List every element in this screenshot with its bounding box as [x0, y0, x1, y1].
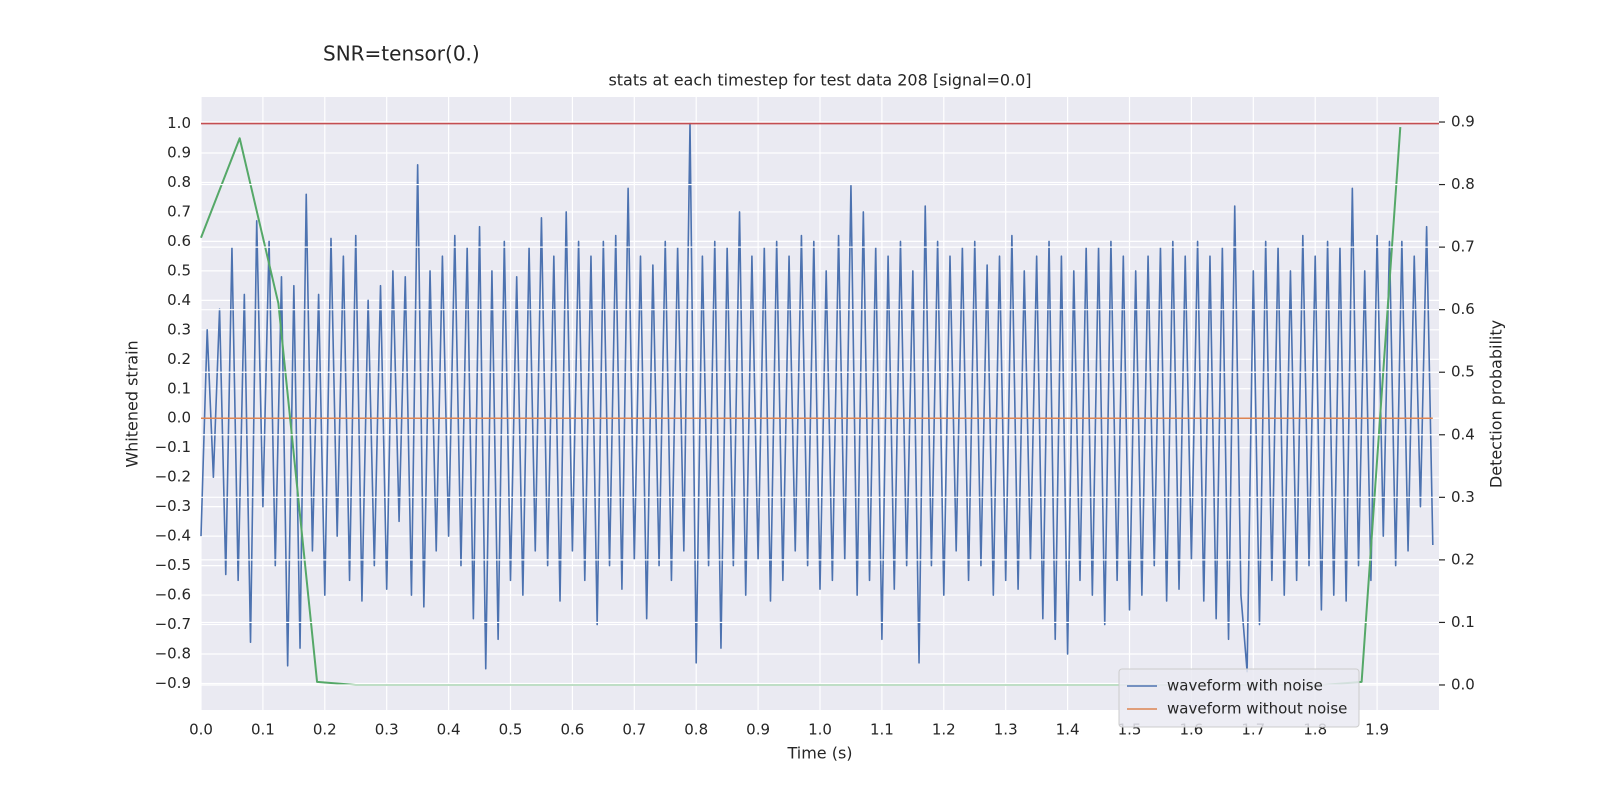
y-tick-label: −0.6 [155, 586, 191, 604]
y2-tick-label: 0.1 [1451, 613, 1475, 631]
y-tick-label: −0.3 [155, 497, 191, 515]
x-tick-label: 0.2 [313, 721, 337, 739]
x-tick-label: 0.1 [251, 721, 275, 739]
y-tick-label: −0.9 [155, 674, 191, 692]
x-tick-label: 1.1 [870, 721, 894, 739]
y2-tick-label: 0.0 [1451, 675, 1475, 693]
y2-tick-label: 0.9 [1451, 113, 1475, 131]
y-tick-label: 0.8 [167, 173, 191, 191]
y2-tick-label: 0.4 [1451, 425, 1475, 443]
y2-tick-label: 0.3 [1451, 488, 1475, 506]
y-tick-label: −0.5 [155, 556, 191, 574]
x-tick-label: 1.3 [994, 721, 1018, 739]
y2-tick-label: 0.6 [1451, 300, 1475, 318]
y2-tick-label: 0.2 [1451, 550, 1475, 568]
y-axis-label: Whitened strain [123, 340, 142, 467]
x-tick-label: 0.0 [189, 721, 213, 739]
y2-axis-label: Detection probability [1487, 320, 1506, 488]
y-tick-label: −0.1 [155, 438, 191, 456]
x-tick-label: 0.8 [684, 721, 708, 739]
y-tick-label: −0.8 [155, 645, 191, 663]
y-tick-label: 1.0 [167, 114, 191, 132]
chart-title: stats at each timestep for test data 208… [608, 71, 1031, 90]
x-axis-label: Time (s) [786, 744, 852, 763]
y-tick-label: 0.7 [167, 202, 191, 220]
y-tick-label: 0.3 [167, 320, 191, 338]
x-tick-label: 0.9 [746, 721, 770, 739]
y-tick-label: 0.1 [167, 379, 191, 397]
suptitle: SNR=tensor(0.) [323, 42, 480, 66]
x-tick-label: 0.5 [499, 721, 523, 739]
y-tick-label: 0.0 [167, 409, 191, 427]
legend-label: waveform with noise [1167, 677, 1323, 695]
x-tick-label: 1.4 [1056, 721, 1080, 739]
x-tick-label: 1.9 [1365, 721, 1389, 739]
y-tick-label: −0.7 [155, 615, 191, 633]
y-tick-label: −0.2 [155, 468, 191, 486]
x-tick-label: 0.3 [375, 721, 399, 739]
y-tick-label: 0.4 [167, 291, 191, 309]
y-tick-label: 0.2 [167, 350, 191, 368]
x-tick-label: 1.2 [932, 721, 956, 739]
x-tick-label: 0.6 [560, 721, 584, 739]
x-tick-label: 1.0 [808, 721, 832, 739]
y2-tick-label: 0.7 [1451, 238, 1475, 256]
x-tick-label: 0.7 [622, 721, 646, 739]
legend-label: waveform without noise [1167, 700, 1347, 718]
legend-box [1118, 668, 1360, 728]
y-tick-label: 0.9 [167, 143, 191, 161]
y-tick-label: −0.4 [155, 527, 191, 545]
y-tick-label: 0.5 [167, 261, 191, 279]
x-tick-label: 0.4 [437, 721, 461, 739]
grid-layer [200, 97, 1439, 710]
y2-tick-label: 0.5 [1451, 363, 1475, 381]
series-line [200, 122, 1434, 673]
y2-tick-label: 0.8 [1451, 175, 1475, 193]
y-tick-label: 0.6 [167, 232, 191, 250]
